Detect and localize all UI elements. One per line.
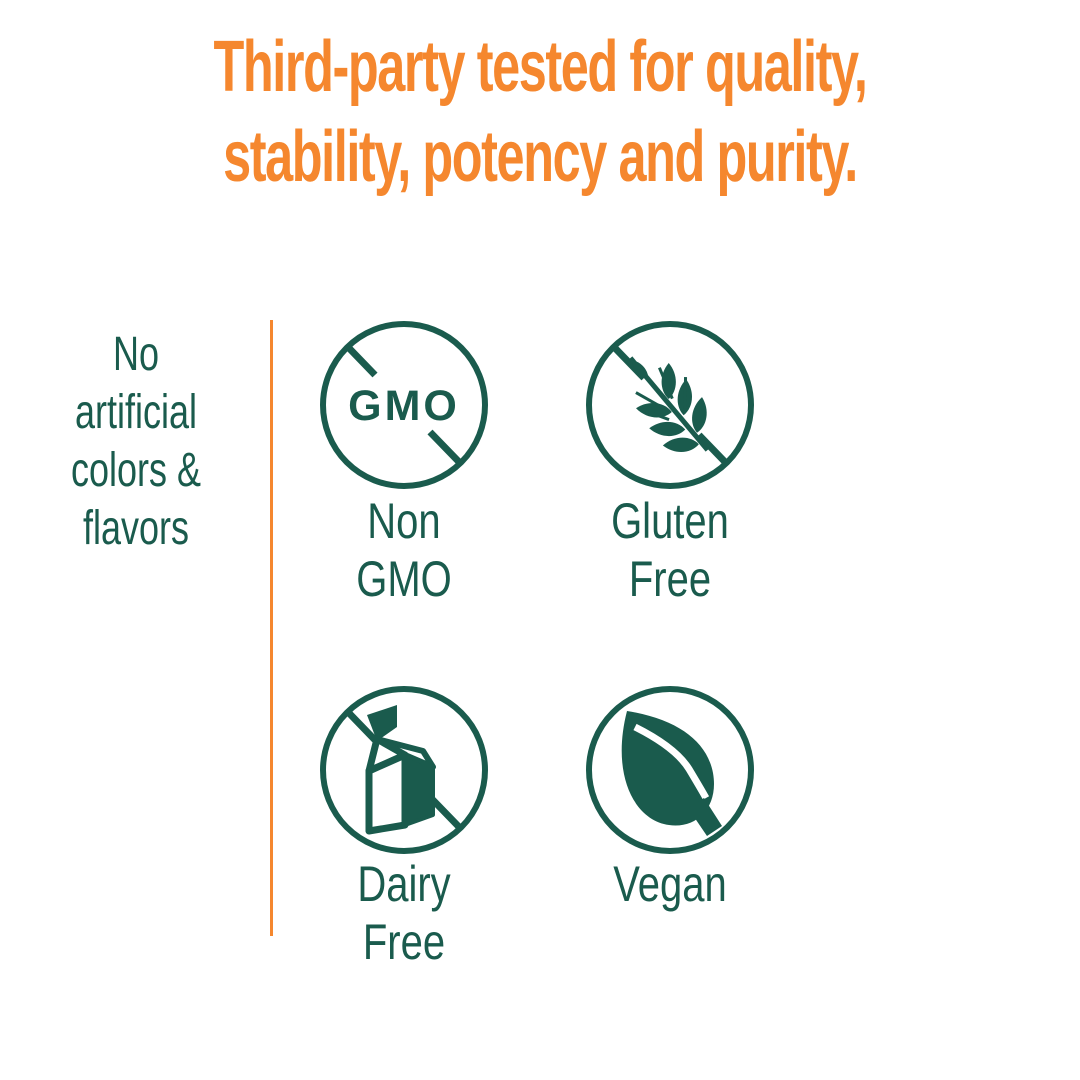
- badge-label-dairy-free: Dairy Free: [357, 856, 451, 970]
- no-gmo-icon: GMO: [320, 321, 488, 489]
- vegan-leaf-icon: [586, 686, 754, 854]
- gmo-icon-text: GMO: [348, 382, 460, 430]
- left-note: No artificial colors & flavors: [70, 328, 202, 555]
- badge-label-non-gmo: Non GMO: [356, 493, 452, 607]
- badge-label-vegan: Vegan: [613, 856, 727, 912]
- headline-line-1: Third-party tested for quality,: [213, 27, 868, 107]
- no-dairy-milk-carton-icon: [320, 686, 488, 854]
- no-gluten-wheat-icon: [586, 321, 754, 489]
- headline-line-2: stability, potency and purity.: [223, 117, 858, 197]
- vertical-divider: [270, 320, 273, 936]
- badge-label-gluten-free: Gluten Free: [611, 493, 729, 607]
- headline: Third-party tested for quality, stabilit…: [162, 22, 918, 202]
